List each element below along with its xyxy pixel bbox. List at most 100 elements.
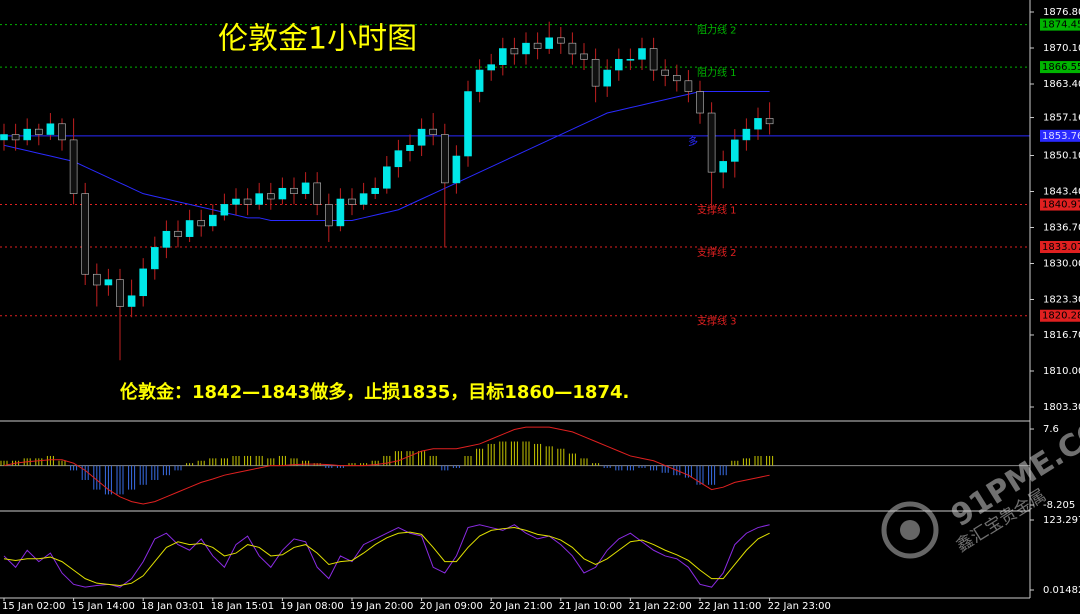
candle-body xyxy=(719,161,728,173)
candle-body xyxy=(359,193,368,205)
candle-body xyxy=(533,42,542,49)
candle-body xyxy=(730,139,739,162)
candle-body xyxy=(684,80,693,92)
candle-body xyxy=(278,187,287,200)
oscillator-main xyxy=(3,524,770,588)
y-tick-label: 1870.10 xyxy=(1043,43,1080,54)
candle-body xyxy=(522,42,530,55)
level-box xyxy=(1040,241,1080,254)
level-label: 1833.07 xyxy=(1042,242,1080,253)
candle-body xyxy=(127,295,136,307)
level-name: 阻力线 2 xyxy=(697,24,737,37)
candle-body xyxy=(638,48,646,60)
candle-body xyxy=(313,182,322,205)
y-tick-label: 1836.70 xyxy=(1043,222,1080,233)
x-tick-label: 18 Jan 15:01 xyxy=(211,601,274,612)
y-tick-label: 1843.40 xyxy=(1043,186,1080,197)
candle-body xyxy=(162,230,171,248)
candle-body xyxy=(255,193,263,205)
macd-y-tick-label: 7.6 xyxy=(1043,424,1059,435)
level-name: 支撑线 2 xyxy=(697,246,737,259)
candle-body xyxy=(243,198,252,205)
candle-body xyxy=(93,273,101,286)
candle-body xyxy=(475,69,484,92)
level-box xyxy=(1040,61,1080,74)
candle-body xyxy=(672,75,681,82)
watermark-logo-core xyxy=(900,520,920,540)
candle-body xyxy=(371,187,380,194)
level-name: 多 xyxy=(688,135,698,148)
y-tick-label: 1810.00 xyxy=(1043,366,1080,377)
candle-body xyxy=(382,166,391,189)
x-tick-label: 18 Jan 03:01 xyxy=(141,601,204,612)
candle-body xyxy=(556,37,565,44)
candle-body xyxy=(661,69,670,76)
candle-body xyxy=(649,48,658,71)
candle-body xyxy=(220,204,229,216)
x-tick-label: 22 Jan 23:00 xyxy=(768,601,831,612)
candle-body xyxy=(580,53,588,60)
y-tick-label: 1830.00 xyxy=(1043,259,1080,270)
candle-body xyxy=(336,198,345,227)
candle-body xyxy=(11,134,20,141)
level-name: 支撑线 1 xyxy=(697,204,737,217)
candle-body xyxy=(139,268,147,297)
candle-body xyxy=(510,48,519,55)
level-label: 1853.76 xyxy=(1042,131,1080,142)
watermark-logo xyxy=(881,501,939,559)
level-name: 阻力线 1 xyxy=(697,66,737,79)
x-tick-label: 22 Jan 11:00 xyxy=(698,601,761,612)
candle-body xyxy=(348,198,356,205)
x-tick-label: 21 Jan 10:00 xyxy=(559,601,622,612)
level-name: 支撑线 3 xyxy=(697,315,737,328)
candle-body xyxy=(440,134,449,184)
candle-body xyxy=(696,91,704,114)
y-tick-label: 1816.70 xyxy=(1043,330,1080,341)
candle-body xyxy=(0,134,8,141)
candle-body xyxy=(104,279,113,286)
moving-average xyxy=(3,91,770,222)
candle-body xyxy=(417,128,426,146)
candle-body xyxy=(34,128,43,135)
candle-body xyxy=(487,64,496,71)
level-label: 1874.45 xyxy=(1042,20,1080,31)
candle-body xyxy=(765,118,774,125)
candle-body xyxy=(429,128,438,135)
candle-body xyxy=(406,144,414,151)
candle-body xyxy=(614,58,623,71)
candle-body xyxy=(452,155,461,184)
candle-body xyxy=(81,193,89,275)
candle-body xyxy=(174,230,182,237)
x-tick-label: 19 Jan 08:00 xyxy=(280,601,343,612)
candle-body xyxy=(545,37,554,49)
candle-body xyxy=(209,214,217,227)
x-tick-label: 20 Jan 09:00 xyxy=(420,601,483,612)
candle-body xyxy=(394,150,403,168)
y-tick-label: 1850.10 xyxy=(1043,150,1080,161)
candle-body xyxy=(151,247,159,270)
level-label: 1820.28 xyxy=(1042,311,1080,322)
candle-body xyxy=(464,91,472,157)
level-box xyxy=(1040,129,1080,142)
candle-body xyxy=(197,220,205,227)
level-label: 1866.55 xyxy=(1042,62,1080,73)
x-tick-label: 15 Jan 14:00 xyxy=(72,601,135,612)
candle-body xyxy=(626,58,635,61)
y-tick-label: 1863.40 xyxy=(1043,79,1080,90)
y-tick-label: 1857.16 xyxy=(1043,113,1080,124)
level-label: 1840.97 xyxy=(1042,200,1080,211)
osc-y-tick-label: 0.01482 xyxy=(1043,585,1080,596)
level-box xyxy=(1040,309,1080,322)
y-tick-label: 1876.80 xyxy=(1043,7,1080,18)
candle-body xyxy=(23,128,32,141)
candle-body xyxy=(290,187,298,194)
osc-y-tick-label: 123.2974 xyxy=(1043,515,1080,526)
candle-body xyxy=(266,193,275,200)
macd-y-tick-label: -8.205 xyxy=(1043,500,1075,511)
candle-body xyxy=(324,204,333,227)
candle-body xyxy=(69,139,78,194)
candle-body xyxy=(116,279,124,307)
y-tick-label: 1803.30 xyxy=(1043,402,1080,413)
